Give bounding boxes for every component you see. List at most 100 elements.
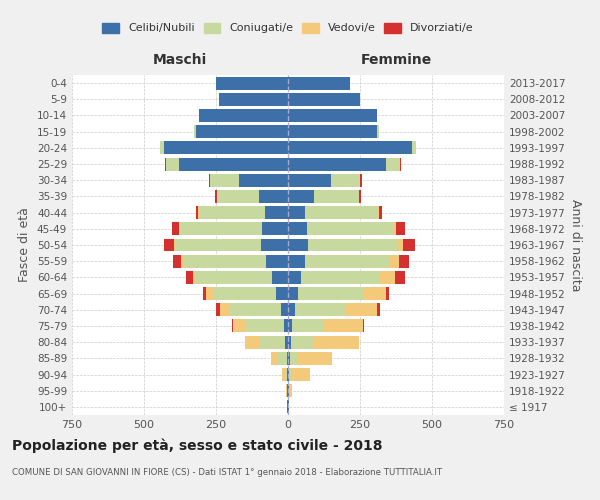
- Bar: [288, 222, 307, 235]
- Bar: [288, 174, 331, 186]
- Bar: [386, 158, 400, 170]
- Bar: [164, 142, 288, 154]
- Bar: [209, 174, 210, 186]
- Bar: [363, 320, 364, 332]
- Bar: [386, 287, 389, 300]
- Bar: [400, 158, 401, 170]
- Bar: [272, 271, 288, 284]
- Bar: [288, 142, 412, 154]
- Bar: [393, 222, 396, 235]
- Bar: [206, 287, 213, 300]
- Bar: [377, 125, 379, 138]
- Bar: [285, 336, 288, 348]
- Bar: [288, 109, 377, 122]
- Bar: [288, 158, 386, 170]
- Bar: [412, 142, 416, 154]
- Bar: [377, 206, 379, 219]
- Bar: [245, 336, 259, 348]
- Bar: [288, 287, 298, 300]
- Bar: [172, 222, 179, 235]
- Bar: [179, 158, 288, 170]
- Bar: [298, 352, 332, 365]
- Bar: [215, 190, 217, 203]
- Bar: [288, 384, 289, 397]
- Bar: [216, 76, 288, 90]
- Bar: [288, 76, 350, 90]
- Bar: [288, 254, 305, 268]
- Bar: [199, 109, 288, 122]
- Bar: [292, 320, 324, 332]
- Bar: [288, 368, 289, 381]
- Bar: [301, 271, 379, 284]
- Bar: [203, 287, 206, 300]
- Bar: [284, 320, 288, 332]
- Bar: [277, 287, 288, 300]
- Bar: [230, 304, 281, 316]
- Bar: [379, 271, 395, 284]
- Bar: [288, 206, 305, 219]
- Bar: [295, 304, 346, 316]
- Bar: [390, 254, 399, 268]
- Bar: [307, 222, 393, 235]
- Bar: [395, 271, 404, 284]
- Bar: [359, 190, 361, 203]
- Bar: [199, 206, 265, 219]
- Bar: [298, 287, 363, 300]
- Bar: [271, 352, 278, 365]
- Bar: [289, 368, 291, 381]
- Bar: [291, 336, 314, 348]
- Bar: [305, 206, 377, 219]
- Bar: [210, 174, 239, 186]
- Bar: [186, 271, 193, 284]
- Bar: [196, 206, 199, 219]
- Bar: [346, 304, 377, 316]
- Bar: [314, 336, 359, 348]
- Bar: [288, 320, 292, 332]
- Bar: [288, 271, 301, 284]
- Bar: [194, 125, 196, 138]
- Bar: [288, 125, 377, 138]
- Bar: [288, 93, 360, 106]
- Bar: [314, 190, 359, 203]
- Bar: [216, 304, 220, 316]
- Bar: [164, 238, 174, 252]
- Bar: [180, 222, 262, 235]
- Bar: [217, 190, 259, 203]
- Bar: [174, 238, 176, 252]
- Bar: [360, 174, 362, 186]
- Bar: [397, 238, 403, 252]
- Bar: [183, 254, 266, 268]
- Bar: [288, 304, 295, 316]
- Bar: [285, 368, 287, 381]
- Bar: [281, 304, 288, 316]
- Bar: [259, 190, 288, 203]
- Bar: [290, 352, 298, 365]
- Bar: [278, 352, 287, 365]
- Bar: [282, 368, 285, 381]
- Bar: [287, 352, 288, 365]
- Text: COMUNE DI SAN GIOVANNI IN FIORE (CS) - Dati ISTAT 1° gennaio 2018 - Elaborazione: COMUNE DI SAN GIOVANNI IN FIORE (CS) - D…: [12, 468, 442, 477]
- Bar: [287, 368, 288, 381]
- Bar: [220, 304, 230, 316]
- Bar: [173, 254, 181, 268]
- Bar: [233, 320, 246, 332]
- Bar: [232, 320, 233, 332]
- Bar: [196, 125, 288, 138]
- Bar: [331, 174, 360, 186]
- Bar: [288, 238, 308, 252]
- Legend: Celibi/Nubili, Coniugati/e, Vedovi/e, Divorziati/e: Celibi/Nubili, Coniugati/e, Vedovi/e, Di…: [99, 20, 477, 37]
- Bar: [166, 158, 179, 170]
- Y-axis label: Fasce di età: Fasce di età: [19, 208, 31, 282]
- Bar: [305, 254, 390, 268]
- Text: Maschi: Maschi: [153, 54, 207, 68]
- Text: Popolazione per età, sesso e stato civile - 2018: Popolazione per età, sesso e stato civil…: [12, 438, 383, 453]
- Bar: [324, 320, 363, 332]
- Bar: [181, 254, 183, 268]
- Text: Femmine: Femmine: [361, 54, 431, 68]
- Bar: [196, 271, 272, 284]
- Bar: [265, 206, 288, 219]
- Bar: [213, 287, 277, 300]
- Bar: [377, 304, 380, 316]
- Bar: [363, 287, 386, 300]
- Bar: [246, 320, 284, 332]
